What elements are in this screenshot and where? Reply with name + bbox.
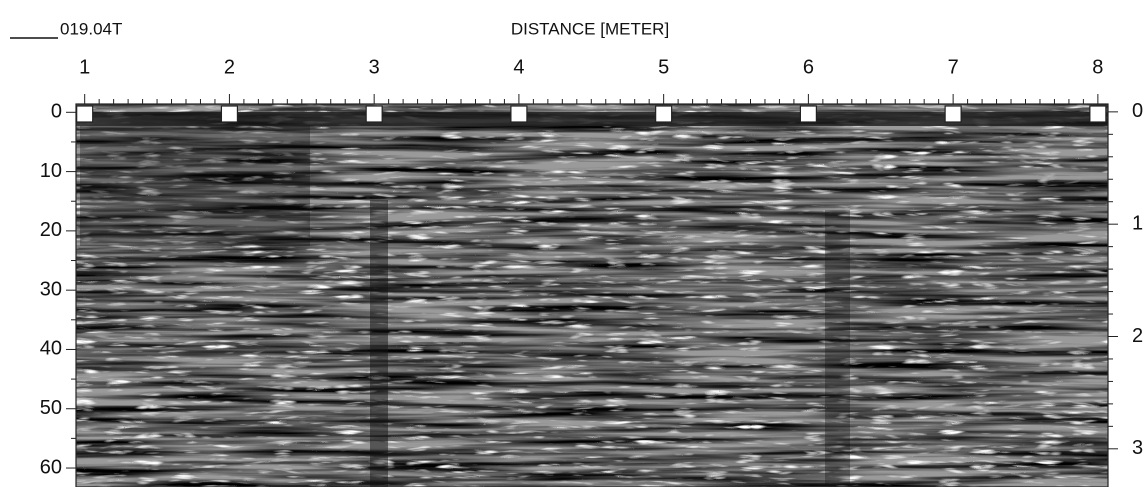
trace-marker — [945, 106, 961, 122]
x-tick-label: 3 — [369, 56, 380, 78]
trace-marker — [1090, 106, 1106, 122]
trace-marker — [511, 106, 527, 122]
x-axis-label: DISTANCE [METER] — [511, 19, 669, 38]
y2-tick-label: 2 — [1132, 325, 1143, 347]
y-tick-label: 20 — [40, 219, 62, 241]
trace-marker — [800, 106, 816, 122]
x-tick-label: 2 — [224, 56, 235, 78]
y-tick-label: 40 — [40, 338, 62, 360]
y-tick-label: 60 — [40, 456, 62, 478]
y-tick-label: 10 — [40, 160, 62, 182]
x-tick-label: 8 — [1092, 56, 1103, 78]
y-tick-label: 50 — [40, 397, 62, 419]
y2-tick-label: 3 — [1132, 437, 1143, 459]
trace-marker — [656, 106, 672, 122]
trace-marker — [221, 106, 237, 122]
y-tick-label: 0 — [51, 101, 62, 123]
trace-marker — [77, 106, 93, 122]
chart: 019.04T DISTANCE [METER] 123456780102030… — [0, 0, 1148, 487]
y2-tick-label: 0 — [1132, 100, 1143, 122]
x-tick-label: 4 — [513, 56, 524, 78]
x-tick-label: 7 — [948, 56, 959, 78]
x-tick-label: 1 — [79, 56, 90, 78]
y2-tick-label: 1 — [1132, 212, 1143, 234]
trace-marker — [366, 106, 382, 122]
file-label: 019.04T — [60, 19, 122, 38]
x-tick-label: 5 — [658, 56, 669, 78]
radargram-image — [76, 104, 1108, 487]
y-tick-label: 30 — [40, 278, 62, 300]
x-tick-label: 6 — [803, 56, 814, 78]
